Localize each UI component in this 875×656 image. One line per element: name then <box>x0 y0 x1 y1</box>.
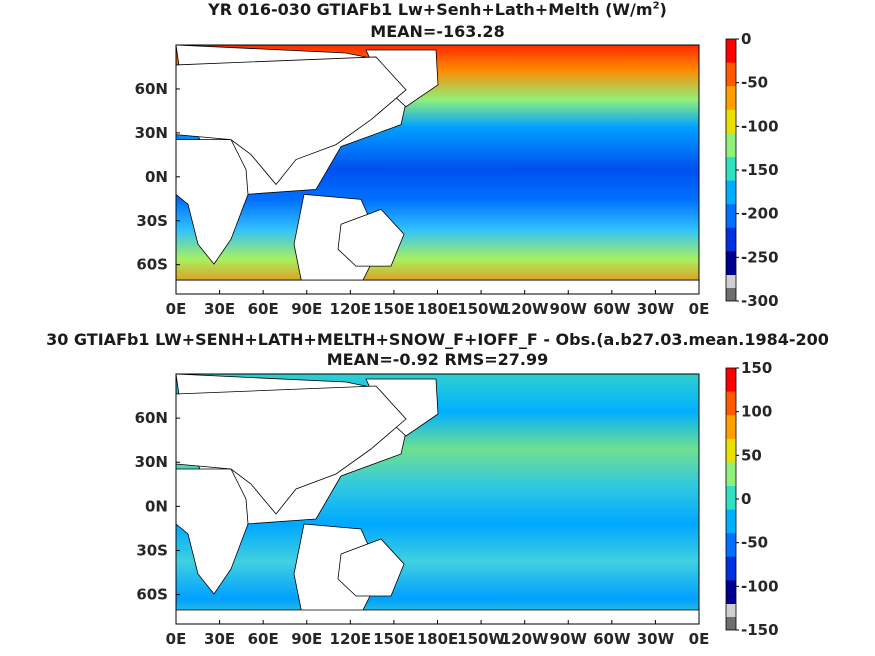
chart1-colorbar-tick-label: -300 <box>741 292 779 310</box>
chart2-x-tick-label: 0E <box>166 630 187 648</box>
chart2-colorbar-segment <box>726 415 736 440</box>
chart2-colorbar-segment <box>726 438 736 463</box>
chart2-x-tick-label: 0E <box>689 630 710 648</box>
chart2-colorbar-segment <box>726 391 736 416</box>
chart1-y-tick-label: 30S <box>136 212 168 230</box>
chart1-x-tick-label: 150E <box>373 300 415 318</box>
chart1-colorbar-tick-label: -200 <box>741 205 779 223</box>
chart1-y-tick-label: 0N <box>145 168 168 186</box>
chart2-x-tick-label: 120W <box>501 630 549 648</box>
chart2-x-tick-label: 60W <box>593 630 631 648</box>
chart2-colorbar-segment <box>726 533 736 558</box>
chart1-field <box>176 45 699 294</box>
chart1-frame <box>175 44 700 295</box>
chart2-colorbar-segment <box>726 509 736 534</box>
chart2-y-tick-label: 30S <box>136 541 168 559</box>
chart1-colorbar-segment <box>726 133 736 158</box>
chart1-x-tick-label: 120W <box>501 300 549 318</box>
chart2-colorbar-tick-label: -50 <box>741 534 768 552</box>
chart2-colorbar-extension <box>726 617 736 630</box>
chart2-y-tick-label: 30N <box>135 453 168 471</box>
chart1-colorbar-segment <box>726 227 736 252</box>
chart2-y-tick-label: 60N <box>135 409 168 427</box>
chart1-y-tick-label: 30N <box>135 124 168 142</box>
chart2-colorbar-segment <box>726 486 736 511</box>
chart1-x-tick-label: 90W <box>550 300 588 318</box>
chart1-x-tick-label: 180E <box>417 300 459 318</box>
chart1-x-tick-label: 0E <box>689 300 710 318</box>
chart2-colorbar-segment <box>726 462 736 487</box>
chart1-colorbar-segment <box>726 62 736 87</box>
chart1-colorbar-segment <box>726 109 736 134</box>
chart1-y-tick-label: 60N <box>135 80 168 98</box>
chart2-subtitle: MEAN=-0.92 RMS=27.99 <box>326 350 549 369</box>
chart1-x-tick-label: 0E <box>166 300 187 318</box>
chart1-title-sup: 2 <box>652 0 660 12</box>
chart2-x-tick-label: 150W <box>457 630 505 648</box>
chart1-colorbar-tick-label: -150 <box>741 161 779 179</box>
chart1-x-tick-label: 120E <box>330 300 372 318</box>
chart2-colorbar-tick-label: -150 <box>741 621 779 639</box>
chart1-colorbar-segment <box>726 251 736 276</box>
chart1-colorbar-segment <box>726 180 736 205</box>
chart2-colorbar-segment <box>726 580 736 605</box>
chart2-colorbar-tick-label: 0 <box>741 490 751 508</box>
chart2-colorbar-segment <box>726 368 736 393</box>
chart1-colorbar-extension <box>726 288 736 301</box>
chart1-x-tick-label: 90E <box>291 300 322 318</box>
chart1-x-tick-label: 30E <box>204 300 235 318</box>
chart1-x-tick-label: 60E <box>248 300 279 318</box>
chart1-colorbar-segment <box>726 39 736 64</box>
chart1-colorbar-extension <box>726 275 736 288</box>
chart1-x-tick-label: 30W <box>637 300 675 318</box>
chart1-colorbar-tick-label: -100 <box>741 117 779 135</box>
chart2-title: 30 GTIAFb1 LW+SENH+LATH+MELTH+SNOW_F+IOF… <box>46 330 829 349</box>
chart2-colorbar-segment <box>726 556 736 581</box>
chart2-x-tick-label: 180E <box>417 630 459 648</box>
chart1-title-end: ) <box>659 0 667 19</box>
chart1-title: YR 016-030 GTIAFb1 Lw+Senh+Lath+Melth (W… <box>0 0 875 19</box>
chart1-y-tick-label: 60S <box>136 256 168 274</box>
chart2-plot <box>176 374 699 624</box>
chart1-colorbar-frame <box>725 38 737 302</box>
chart2-x-tick-label: 90W <box>550 630 588 648</box>
chart2-colorbar-tick-label: 50 <box>741 446 762 464</box>
chart2-frame <box>175 373 700 625</box>
chart2-colorbar-frame <box>725 367 737 631</box>
chart1-colorbar-tick-label: -50 <box>741 74 768 92</box>
chart2-field <box>176 374 699 624</box>
chart1-title-text: YR 016-030 GTIAFb1 Lw+Senh+Lath+Melth (W… <box>208 0 653 19</box>
chart2-colorbar-extension <box>726 604 736 617</box>
chart2-x-tick-label: 90E <box>291 630 322 648</box>
chart2-x-tick-label: 30W <box>637 630 675 648</box>
chart2-x-tick-label: 120E <box>330 630 372 648</box>
chart1-colorbar-segment <box>726 157 736 182</box>
chart2-colorbar-tick-label: -100 <box>741 577 779 595</box>
chart1-x-tick-label: 150W <box>457 300 505 318</box>
chart2-y-tick-label: 60S <box>136 586 168 604</box>
chart2-x-tick-label: 30E <box>204 630 235 648</box>
chart1-plot <box>176 45 699 294</box>
chart1-x-tick-label: 60W <box>593 300 631 318</box>
chart1-colorbar-tick-label: -250 <box>741 248 779 266</box>
chart2-x-tick-label: 60E <box>248 630 279 648</box>
chart2-colorbar-tick-label: 100 <box>741 403 772 421</box>
chart1-colorbar-segment <box>726 204 736 229</box>
chart2-y-tick-label: 0N <box>145 497 168 515</box>
chart1-subtitle: MEAN=-163.28 <box>370 22 505 41</box>
chart1-colorbar-segment <box>726 86 736 111</box>
chart2-x-tick-label: 150E <box>373 630 415 648</box>
